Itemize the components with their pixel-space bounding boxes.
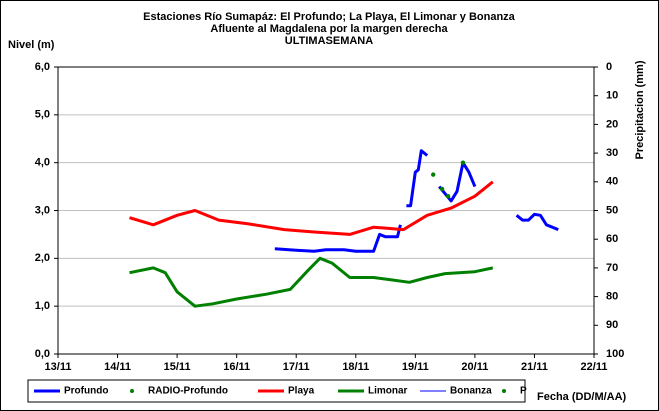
x-tick-label: 14/11 [104,361,131,373]
x-tick-label: 16/11 [223,361,250,373]
data-point [460,160,466,165]
legend-swatch [130,389,134,393]
y-tick-label: 2,0 [35,252,50,264]
y2-tick-label: 50 [606,204,618,216]
legend-label: Profundo [64,386,108,397]
x-axis-label: Fecha (DD/M/AA) [537,391,627,403]
y2-tick-label: 80 [606,291,618,303]
chart-title: Estaciones Río Sumapáz: El Profundo; La … [143,11,516,23]
data-point [431,172,436,177]
legend-label: RADIO-Profundo [148,386,228,397]
legend-label: Playa [288,386,315,397]
y-tick-label: 1,0 [35,300,50,312]
legend-label: P [520,386,527,397]
plot-area [57,66,595,355]
y-tick-label: 4,0 [35,157,50,169]
y2-tick-label: 20 [606,118,618,130]
y2-tick-label: 40 [606,176,618,188]
y2-tick-label: 60 [606,233,618,245]
x-tick-label: 13/11 [45,361,72,373]
y-axis-label: Nivel (m) [8,39,55,51]
x-tick-label: 20/11 [461,361,488,373]
y-tick-label: 0,0 [35,348,50,360]
y-tick-label: 3,0 [35,204,50,216]
legend-label: Bonanza [450,386,492,397]
series-line [129,256,494,308]
x-tick-label: 17/11 [283,361,310,373]
x-tick-label: 19/11 [402,361,429,373]
y2-tick-label: 30 [606,147,618,159]
y2-tick-label: 70 [606,262,618,274]
chart-subtitle: Afluente al Magdalena por la margen dere… [210,23,448,35]
data-point [445,193,451,199]
data-point [439,186,445,192]
chart-subtitle: ULTIMASEMANA [285,35,373,47]
x-tick-label: 21/11 [521,361,548,373]
y2-axis-label: Precipitacion (mm) [634,60,646,159]
legend-swatch [502,389,506,393]
series-line [274,149,559,253]
y2-tick-label: 90 [606,319,618,331]
x-tick-label: 22/11 [581,361,608,373]
y2-tick-label: 100 [606,348,624,360]
y2-tick-label: 0 [606,61,612,73]
x-tick-label: 15/11 [164,361,191,373]
y-tick-label: 6,0 [35,61,50,73]
y-tick-label: 5,0 [35,109,50,121]
x-tick-label: 18/11 [342,361,369,373]
legend-label: Limonar [368,386,408,397]
y2-tick-label: 10 [606,90,618,102]
series-line [129,180,494,236]
